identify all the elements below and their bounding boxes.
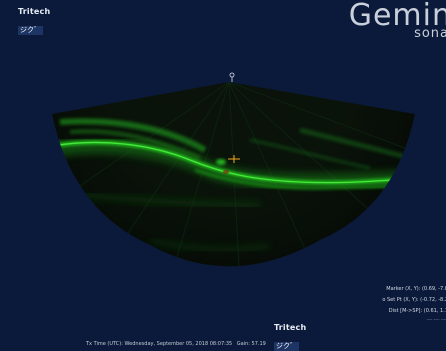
marker-crosshair[interactable] xyxy=(228,155,240,163)
measurement-readouts: Marker (X, Y): (0.69, -7.0 o Set Pt (X, … xyxy=(382,284,446,323)
sonar-echo-returns xyxy=(52,82,415,267)
tritech-logo-bottom-text: Tritech xyxy=(274,323,307,332)
sonar-logo-text: sona xyxy=(414,26,446,41)
gain-text: Gain: 57.19 xyxy=(236,341,266,347)
sonar-apex-marker xyxy=(229,72,235,82)
tritech-logo-bottom: Tritech ジク゛ xyxy=(274,323,307,351)
status-bar: Tx Time (UTC): Wednesday, September 05, … xyxy=(86,341,269,348)
tritech-logo: Tritech ジク゛ xyxy=(18,7,52,35)
distance-readout: Dist [M->SP]: (0.61, 1.1 xyxy=(388,308,446,314)
tx-time-text: Tx Time (UTC): Wednesday, September 05, … xyxy=(86,341,233,347)
truncated-readout: ---- ---- ----- xyxy=(426,317,446,322)
tritech-logo-mark: ジク゛ xyxy=(18,26,43,35)
gemini-sonar-logo: Gemin sona xyxy=(312,0,446,44)
tritech-logo-bottom-mark: ジク゛ xyxy=(274,342,299,351)
tritech-logo-text: Tritech xyxy=(18,7,51,16)
set-point-readout: o Set Pt (X, Y): (-0.72, -8.2 xyxy=(382,297,446,303)
marker-readout: Marker (X, Y): (0.69, -7.0 xyxy=(386,286,446,292)
gemini-logo-text: Gemin xyxy=(348,0,446,33)
